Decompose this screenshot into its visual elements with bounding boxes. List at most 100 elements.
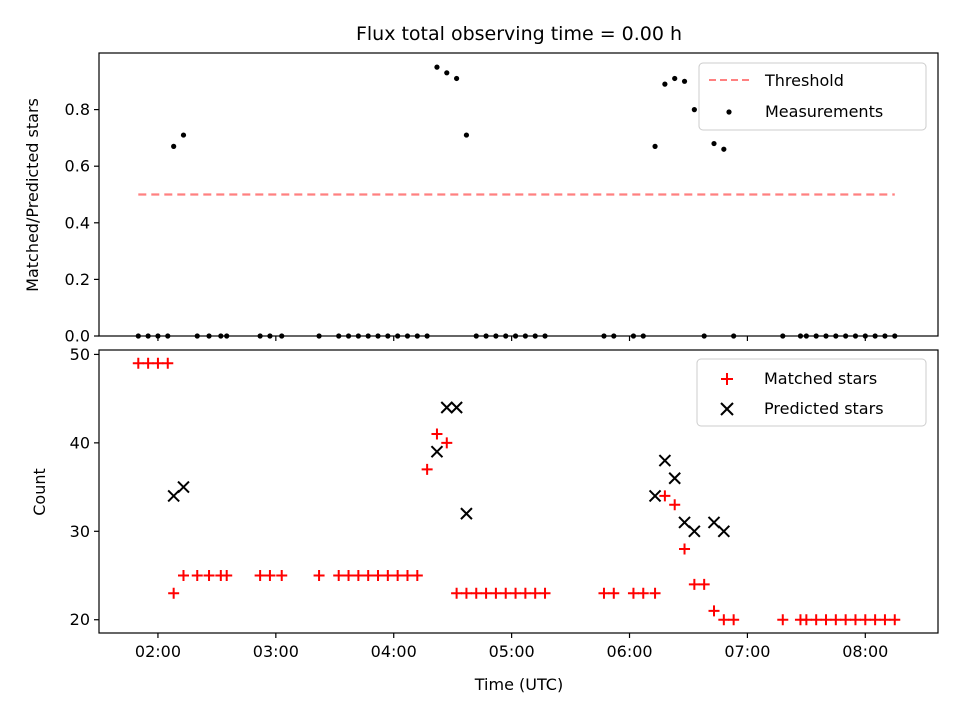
legend-matched-swatch bbox=[721, 373, 733, 385]
bottom-x-tick-label: 08:00 bbox=[842, 642, 888, 661]
matched-star-point bbox=[510, 587, 522, 599]
matched-star-point bbox=[382, 570, 394, 582]
measurement-point bbox=[444, 70, 450, 76]
matched-star-point bbox=[679, 543, 691, 555]
matched-star-point bbox=[221, 570, 233, 582]
matched-star-point bbox=[142, 357, 154, 369]
matched-star-point bbox=[500, 587, 512, 599]
matched-star-point bbox=[132, 357, 144, 369]
predicted-star-point bbox=[440, 401, 453, 414]
matched-star-point bbox=[879, 614, 891, 626]
matched-star-point bbox=[698, 578, 710, 590]
measurement-point bbox=[662, 81, 668, 87]
matched-star-point bbox=[451, 587, 463, 599]
predicted-star-point bbox=[450, 401, 463, 414]
matched-star-point bbox=[820, 614, 832, 626]
matched-star-point bbox=[859, 614, 871, 626]
legend-matched-label: Matched stars bbox=[764, 369, 877, 388]
measurement-point bbox=[652, 143, 658, 149]
top-y-tick-label: 0.6 bbox=[65, 157, 90, 176]
measurement-point bbox=[463, 132, 470, 138]
bottom-y-tick-label: 40 bbox=[70, 433, 90, 452]
bottom-x-tick-label: 05:00 bbox=[489, 642, 535, 661]
legend-predicted-label: Predicted stars bbox=[764, 399, 884, 418]
matched-star-point bbox=[177, 570, 189, 582]
measurement-point bbox=[691, 107, 697, 113]
predicted-star-point bbox=[177, 480, 190, 494]
matched-star-point bbox=[470, 587, 482, 599]
predicted-star-point bbox=[648, 489, 662, 503]
matched-star-point bbox=[352, 570, 364, 582]
top-y-tick-label: 0.2 bbox=[65, 270, 90, 289]
bottom-x-tick-label: 03:00 bbox=[253, 642, 299, 661]
matched-star-point bbox=[637, 587, 649, 599]
top-y-axis-label: Matched/Predicted stars bbox=[23, 98, 42, 292]
matched-star-point bbox=[529, 587, 541, 599]
measurement-point bbox=[434, 64, 440, 70]
bottom-x-tick-label: 06:00 bbox=[606, 642, 652, 661]
top-y-tick-label: 0.0 bbox=[65, 327, 90, 346]
measurement-point bbox=[721, 146, 727, 152]
matched-star-point bbox=[362, 570, 374, 582]
matched-star-point bbox=[343, 570, 355, 582]
legend-measurements-swatch bbox=[726, 109, 732, 115]
bottom-panel: Count Time (UTC) 20 30 40 50 02:00 03:00 04:0… bbox=[30, 345, 939, 694]
matched-star-point bbox=[411, 570, 423, 582]
predicted-star-point bbox=[668, 472, 681, 485]
bottom-plot-frame bbox=[98, 349, 939, 634]
legend-predicted-swatch bbox=[720, 402, 734, 416]
matched-star-point bbox=[810, 614, 822, 626]
matched-star-point bbox=[539, 587, 551, 599]
matched-star-point bbox=[152, 357, 164, 369]
matched-star-point bbox=[203, 570, 215, 582]
matched-star-point bbox=[718, 614, 730, 626]
matched-star-point bbox=[460, 587, 472, 599]
predicted-star-point bbox=[167, 489, 180, 503]
matched-star-point bbox=[869, 614, 881, 626]
predicted-star-point bbox=[678, 516, 691, 529]
predicted-star-point bbox=[717, 525, 731, 538]
chart-title: Flux total observing time = 0.00 h bbox=[356, 23, 682, 45]
matched-star-point bbox=[627, 587, 639, 599]
matched-star-point bbox=[519, 587, 531, 599]
predicted-star-point bbox=[688, 525, 701, 538]
matched-star-point bbox=[490, 587, 502, 599]
matched-star-point bbox=[431, 428, 443, 440]
matched-star-point bbox=[392, 570, 404, 582]
bottom-y-axis-label: Count bbox=[30, 468, 49, 516]
legend-threshold-label: Threshold bbox=[764, 71, 844, 90]
bottom-x-axis-label: Time (UTC) bbox=[474, 675, 563, 694]
measurement-point bbox=[454, 75, 460, 82]
matched-star-point bbox=[162, 357, 174, 369]
bottom-y-tick-label: 50 bbox=[70, 345, 90, 364]
predicted-star-point bbox=[430, 445, 444, 458]
matched-star-point bbox=[889, 614, 901, 626]
predicted-star-point bbox=[707, 516, 721, 529]
matched-star-point bbox=[276, 570, 288, 582]
measurement-point bbox=[171, 143, 177, 149]
matched-star-point bbox=[401, 570, 413, 582]
matched-star-point bbox=[849, 614, 861, 626]
matched-star-point bbox=[441, 437, 453, 449]
matched-star-point bbox=[840, 614, 852, 626]
matched-star-point bbox=[313, 570, 325, 582]
measurement-point bbox=[681, 78, 688, 84]
matched-star-point bbox=[191, 570, 203, 582]
matched-star-point bbox=[659, 490, 671, 502]
top-plot-frame bbox=[98, 52, 939, 337]
predicted-star-point bbox=[460, 507, 473, 520]
matched-star-point bbox=[333, 570, 345, 582]
matched-star-point bbox=[800, 614, 812, 626]
measurement-point bbox=[672, 75, 678, 82]
matched-star-point bbox=[649, 587, 661, 599]
predicted-star-point bbox=[658, 454, 672, 467]
top-y-tick-label: 0.4 bbox=[65, 213, 90, 232]
bottom-x-tick-label: 07:00 bbox=[724, 642, 770, 661]
legend-measurements-label: Measurements bbox=[765, 102, 883, 121]
top-y-tick-label: 0.8 bbox=[65, 100, 90, 119]
measurement-point bbox=[180, 132, 187, 138]
matched-star-point bbox=[777, 614, 789, 626]
top-legend: Threshold Measurements bbox=[698, 62, 927, 131]
bottom-x-tick-label: 02:00 bbox=[135, 642, 181, 661]
